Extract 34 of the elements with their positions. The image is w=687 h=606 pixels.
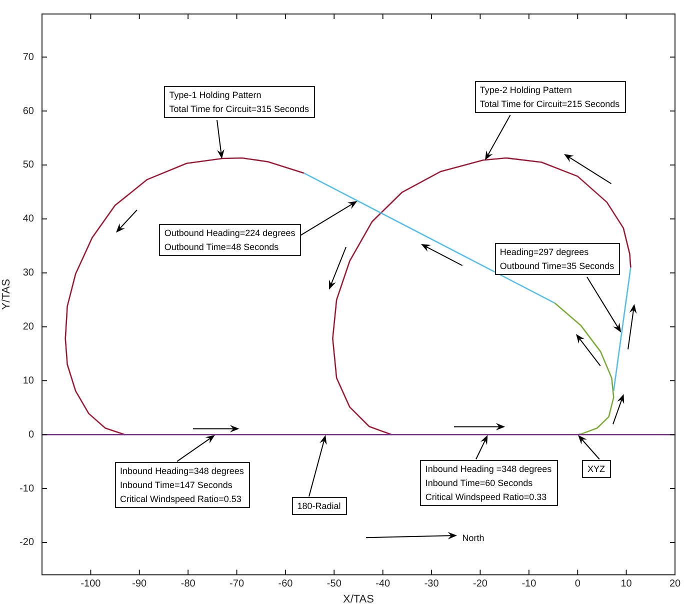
y-tick-label: 30: [22, 268, 34, 279]
x-tick-label: -30: [424, 578, 440, 590]
y-tick-label: 50: [22, 160, 34, 171]
x-tick-label: -60: [278, 578, 294, 590]
y-tick-label: 20: [22, 322, 34, 333]
annotation: Heading=297 degrees Outbound Time=35 Seconds: [500, 246, 614, 273]
x-tick-label: 0: [574, 578, 581, 590]
y-tick-label: 40: [22, 214, 34, 225]
x-tick-label: -40: [376, 578, 391, 590]
x-tick-label: -70: [230, 578, 244, 590]
x-axis-title: X/TAS: [343, 593, 374, 606]
annotation: 180-Radial: [297, 500, 341, 514]
y-tick-label: 0: [28, 429, 34, 440]
x-tick-label: -80: [180, 578, 196, 590]
annotation: Inbound Heading =348 degrees Inbound Time=60 Seconds Critical Windspeed Ratio=0.33: [425, 462, 552, 504]
x-tick-label: -10: [522, 578, 537, 590]
y-tick-label: 70: [22, 52, 34, 63]
y-tick-label: -20: [20, 537, 34, 548]
annotation: Inbound Heading=348 degrees Inbound Time=147 Seconds Critical Windspeed Ratio=0.53: [120, 465, 244, 506]
annotation: Type-1 Holding Pattern Total Time for Circuit=315 Seconds: [169, 89, 310, 116]
x-tick-label: -100: [80, 578, 102, 590]
y-tick-label: 10: [22, 375, 34, 386]
y-tick-label: 60: [22, 106, 34, 117]
x-tick-label: 10: [620, 578, 632, 590]
x-tick-label: -50: [326, 578, 342, 590]
y-axis-title: Y/TAS: [0, 278, 13, 310]
y-tick-label: -10: [20, 483, 34, 494]
annotation: North: [462, 532, 484, 546]
annotation: Type-2 Holding Pattern Total Time for Circuit=215 Seconds: [480, 84, 620, 112]
annotation: Outbound Heading=224 degrees Outbound Time=48 Seconds: [164, 226, 296, 254]
x-tick-label: -90: [132, 578, 148, 590]
annotation: XYZ: [587, 462, 605, 476]
x-tick-label: -20: [473, 578, 488, 590]
x-tick-label: 20: [669, 578, 681, 590]
